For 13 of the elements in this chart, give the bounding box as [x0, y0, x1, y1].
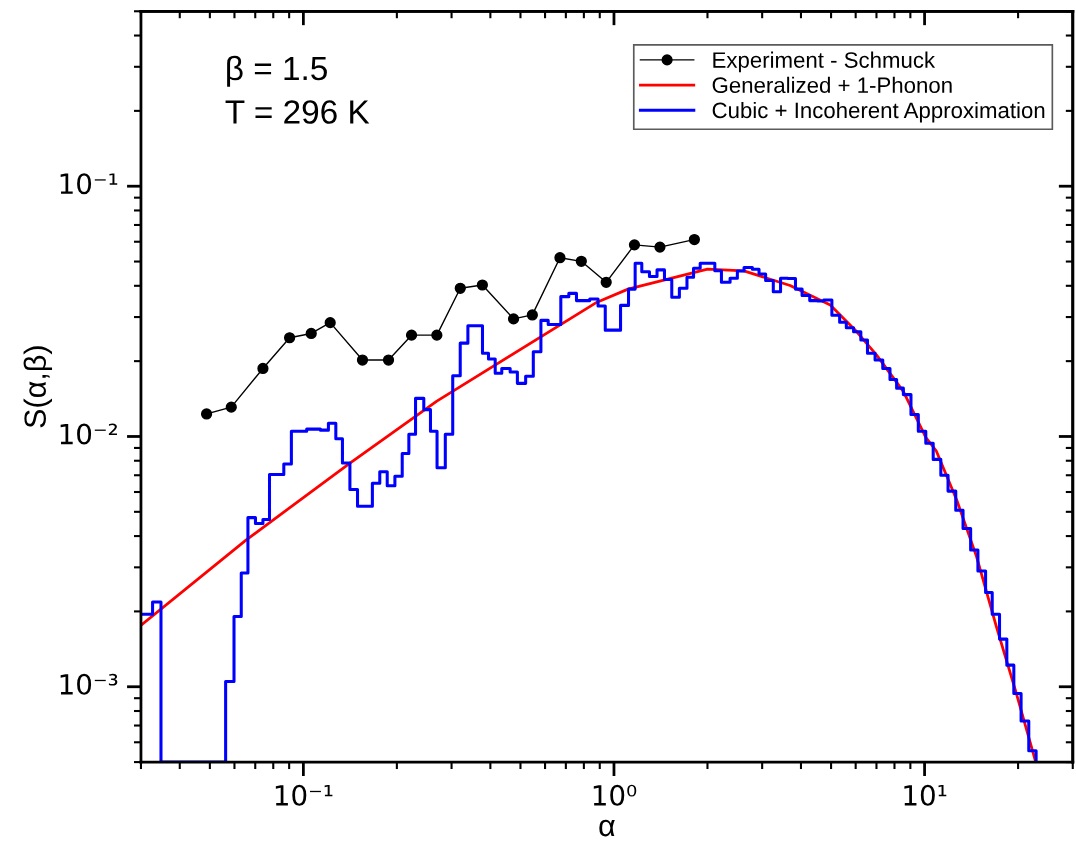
- x-tick-label: 10⁻¹: [275, 784, 333, 806]
- x-tick-label: 10¹: [904, 784, 947, 806]
- legend-label: Cubic + Incoherent Approximation: [712, 101, 1045, 123]
- y-tick-label: 10⁻²: [60, 423, 117, 445]
- annotation: β = 1.5: [227, 55, 327, 87]
- x-axis-title: α: [599, 819, 615, 837]
- y-axis-title: S(α,β): [23, 346, 53, 428]
- x-tick-label: 10⁰: [593, 784, 637, 806]
- annotation: T = 296 K: [225, 100, 370, 124]
- legend-label: Experiment - Schmuck: [713, 51, 936, 73]
- y-tick-label: 10⁻¹: [60, 173, 118, 195]
- legend-label: Generalized + 1-Phonon: [712, 76, 952, 94]
- y-tick-label: 10⁻³: [60, 673, 118, 695]
